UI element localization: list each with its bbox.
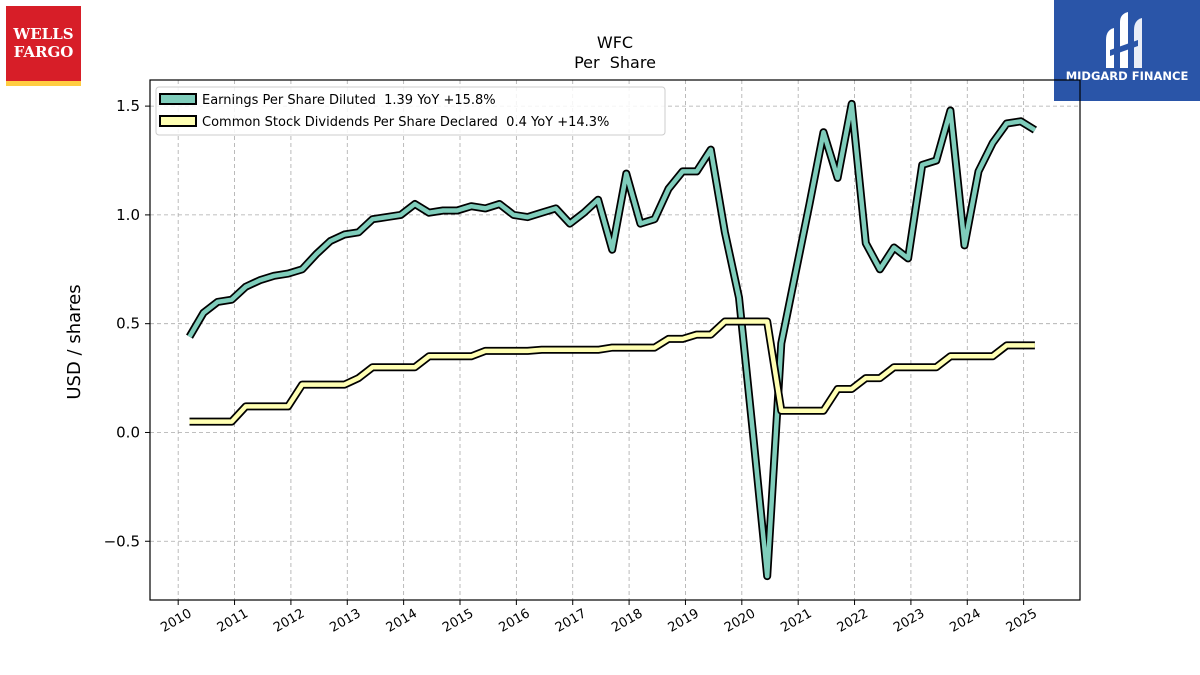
series-line-dividends-outline bbox=[189, 317, 1035, 426]
series-line-eps-outline bbox=[186, 99, 1038, 581]
legend-swatch-dividends bbox=[159, 115, 197, 127]
x-tick-label: 2024 bbox=[947, 606, 983, 636]
svg-text:FARGO: FARGO bbox=[14, 43, 74, 61]
y-tick-label: 1.5 bbox=[116, 97, 140, 115]
legend-box bbox=[155, 86, 666, 136]
x-tick-label: 2011 bbox=[215, 606, 251, 636]
x-tick-label: 2017 bbox=[553, 606, 589, 636]
legend-swatch-eps bbox=[159, 93, 197, 105]
x-tick-label: 2010 bbox=[158, 606, 194, 636]
x-tick-label: 2014 bbox=[384, 606, 420, 636]
y-tick-label: 1.0 bbox=[116, 206, 140, 224]
x-tick-label: 2015 bbox=[440, 606, 476, 636]
x-tick-label: 2022 bbox=[835, 606, 871, 636]
x-tick-label: 2018 bbox=[609, 606, 645, 636]
x-tick-label: 2019 bbox=[666, 606, 702, 636]
y-tick-label: 0.0 bbox=[116, 423, 140, 441]
midgard-finance-logo: MIDGARD FINANCE bbox=[1054, 0, 1200, 101]
chart-title: WFC bbox=[597, 33, 633, 52]
series-line-dividends bbox=[189, 319, 1035, 424]
y-tick-label: 0.5 bbox=[116, 315, 140, 333]
legend: Earnings Per Share Diluted 1.39 YoY +15.… bbox=[155, 86, 666, 136]
series-layer bbox=[186, 99, 1038, 581]
x-tick-label: 2013 bbox=[327, 606, 363, 636]
y-axis-label: USD / shares bbox=[64, 284, 85, 399]
chart-subtitle: Per Share bbox=[574, 53, 656, 72]
svg-text:WELLS: WELLS bbox=[12, 25, 73, 43]
y-axis: −0.5 0.0 0.5 1.0 1.5 bbox=[104, 97, 150, 550]
x-tick-label: 2025 bbox=[1004, 606, 1040, 636]
x-tick-label: 2016 bbox=[497, 606, 533, 636]
legend-label-eps: Earnings Per Share Diluted 1.39 YoY +15.… bbox=[202, 93, 496, 108]
x-axis: 2010 2011 2012 2013 2014 2015 2016 2017 2018 2019… bbox=[158, 600, 1040, 636]
svg-text:MIDGARD FINANCE: MIDGARD FINANCE bbox=[1066, 69, 1189, 83]
x-tick-label: 2020 bbox=[722, 606, 758, 636]
y-tick-label: −0.5 bbox=[104, 532, 140, 550]
x-tick-label: 2021 bbox=[778, 606, 814, 636]
series-line-eps bbox=[187, 101, 1037, 579]
plot-frame bbox=[149, 79, 1081, 601]
legend-label-dividends: Common Stock Dividends Per Share Declare… bbox=[202, 115, 609, 130]
x-tick-label: 2023 bbox=[891, 606, 927, 636]
wells-fargo-logo: WELLS FARGO bbox=[6, 6, 81, 86]
x-tick-label: 2012 bbox=[271, 606, 307, 636]
